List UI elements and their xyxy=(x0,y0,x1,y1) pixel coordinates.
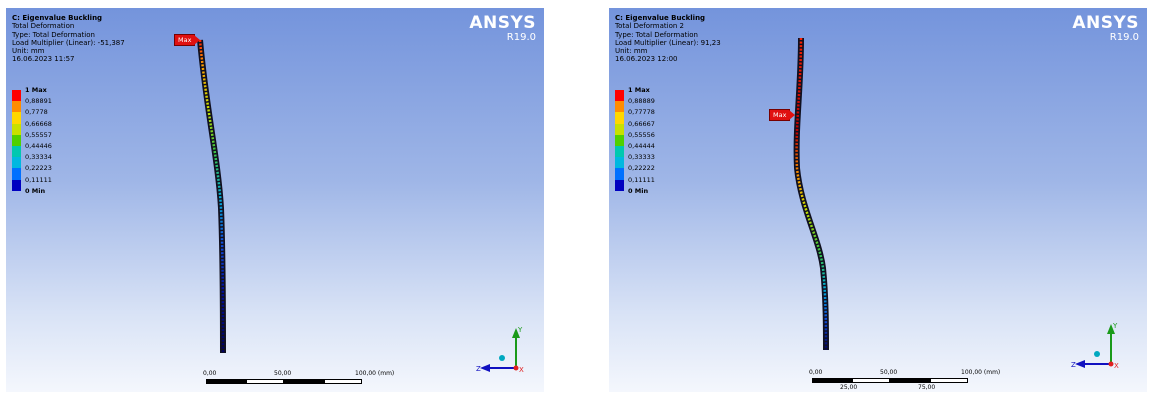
deformed-beam[interactable] xyxy=(6,8,544,392)
brand-version: R19.0 xyxy=(1109,32,1139,43)
result-info: C: Eigenvalue Buckling Total Deformation… xyxy=(12,14,125,64)
viewport-left[interactable]: C: Eigenvalue Buckling Total Deformation… xyxy=(6,8,544,392)
axis-triad[interactable]: Y Z X xyxy=(476,322,536,372)
brand-name: ANSYS xyxy=(1072,13,1139,33)
scale-zero: 0,00 xyxy=(809,369,823,376)
axis-x-label: X xyxy=(519,366,524,372)
axis-y-label: Y xyxy=(1112,322,1118,330)
result-type: Type: Total Deformation xyxy=(615,30,698,39)
scale-end: 100,00 (mm) xyxy=(961,369,1001,376)
scale-sub-a: 25,00 xyxy=(840,384,858,391)
unit-label: Unit: mm xyxy=(12,47,45,56)
legend-value: 0,7778 xyxy=(25,108,48,117)
scale-mid: 50,00 xyxy=(880,369,898,376)
legend-value: 0,55557 xyxy=(25,130,52,139)
timestamp: 16.06.2023 12:00 xyxy=(615,55,678,64)
max-probe-label[interactable]: Max xyxy=(769,109,797,121)
brand-version: R19.0 xyxy=(506,32,536,43)
legend-value: 0,66668 xyxy=(25,119,52,128)
legend-value: 1 Max xyxy=(25,86,47,94)
axis-z-label: Z xyxy=(476,365,481,372)
unit-label: Unit: mm xyxy=(615,47,648,56)
load-multiplier: Load Multiplier (Linear): -51,387 xyxy=(12,38,125,47)
legend-value: 0,33333 xyxy=(628,153,655,162)
scale-end: 100,00 (mm) xyxy=(355,370,395,377)
scale-zero: 0,00 xyxy=(203,370,217,377)
legend-value: 0,88891 xyxy=(25,97,52,106)
legend-value: 0,22223 xyxy=(25,164,52,173)
legend-value: 0,22222 xyxy=(628,164,655,173)
legend-value: 0,66667 xyxy=(628,119,655,128)
viewport-right[interactable]: C: Eigenvalue Buckling Total Deformation… xyxy=(609,8,1147,392)
load-multiplier: Load Multiplier (Linear): 91,23 xyxy=(615,38,721,47)
legend-min: 0 Min xyxy=(628,187,649,195)
legend-value: 0,55556 xyxy=(628,130,655,139)
ansys-logo: ANSYS R19.0 xyxy=(469,14,536,43)
brand-name: ANSYS xyxy=(469,13,536,33)
ansys-logo: ANSYS R19.0 xyxy=(1072,14,1139,43)
analysis-title: C: Eigenvalue Buckling xyxy=(12,14,103,22)
max-probe-label[interactable]: Max xyxy=(174,34,202,46)
legend-min: 0 Min xyxy=(25,187,46,195)
legend-value: 0,33334 xyxy=(25,153,52,162)
legend-value: 0,11111 xyxy=(628,175,655,184)
deformed-beam[interactable] xyxy=(609,8,1147,392)
legend-value: 1 Max xyxy=(628,86,650,94)
result-type: Type: Total Deformation xyxy=(12,30,95,39)
axis-x-label: X xyxy=(1114,362,1119,368)
legend-value: 0,11111 xyxy=(25,175,52,184)
axis-y-label: Y xyxy=(517,326,523,334)
result-name: Total Deformation xyxy=(12,22,75,31)
scale-sub-b: 75,00 xyxy=(918,384,936,391)
result-name: Total Deformation 2 xyxy=(615,22,684,31)
legend-value: 0,44444 xyxy=(628,141,655,150)
result-info: C: Eigenvalue Buckling Total Deformation… xyxy=(615,14,721,64)
legend-value: 0,88889 xyxy=(628,97,655,106)
axis-triad[interactable]: Y Z X xyxy=(1071,318,1131,368)
axis-z-label: Z xyxy=(1071,361,1076,368)
scale-mid: 50,00 xyxy=(274,370,292,377)
legend-value: 0,77778 xyxy=(628,108,655,117)
timestamp: 16.06.2023 11:57 xyxy=(12,55,75,64)
analysis-title: C: Eigenvalue Buckling xyxy=(615,14,706,22)
legend-value: 0,44446 xyxy=(25,141,52,150)
